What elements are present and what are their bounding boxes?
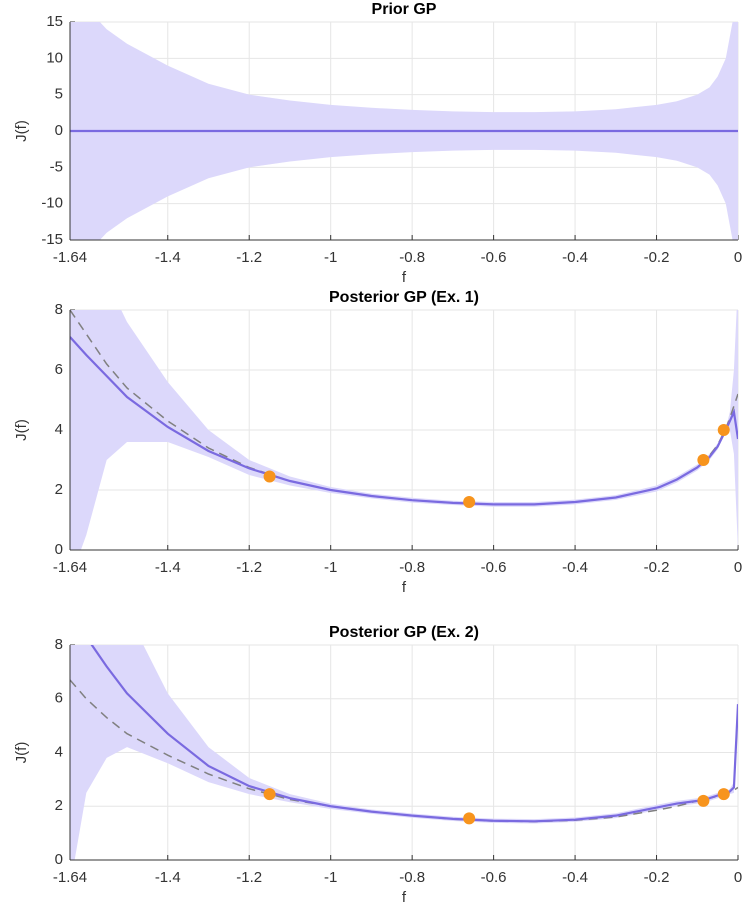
y-axis-label: J(f)	[13, 742, 30, 764]
x-tick-label: -0.2	[644, 249, 670, 266]
x-tick-label: -0.4	[562, 559, 588, 576]
observation-point	[463, 812, 476, 825]
mean-line	[90, 645, 738, 823]
x-tick-label: -1	[324, 869, 337, 886]
y-tick-label: 2	[55, 481, 63, 498]
plot-area	[70, 645, 738, 860]
x-tick-label: -1.2	[236, 559, 262, 576]
y-axis-label: J(f)	[13, 120, 30, 142]
true-function-line	[70, 679, 738, 823]
observation-point	[697, 794, 710, 807]
x-tick-label: -1.64	[53, 869, 87, 886]
x-tick-label: -0.6	[481, 869, 507, 886]
x-tick-label: -1.64	[53, 559, 87, 576]
y-tick-label: -5	[50, 158, 63, 175]
subplot: -1.64 -1.4 -1.2 -1 -0.8 -0.6 -0.4 -0.2 0 0 2 4 6 8 Pos…	[13, 624, 742, 906]
x-axis-label: f	[402, 269, 407, 286]
observation-point	[717, 424, 730, 436]
y-tick-label: 8	[55, 636, 63, 653]
x-tick-label: -0.2	[644, 869, 670, 886]
plot-area	[70, 310, 738, 550]
x-tick-label: -1.64	[53, 249, 87, 266]
x-tick-label: -1.2	[236, 869, 262, 886]
y-tick-label: 6	[55, 361, 63, 378]
y-tick-label: 8	[55, 301, 63, 318]
x-tick-label: -1.2	[236, 249, 262, 266]
y-tick-label: 15	[46, 13, 63, 30]
x-tick-label: -0.4	[562, 869, 588, 886]
x-axis-label: f	[402, 889, 407, 906]
y-tick-label: 6	[55, 690, 63, 707]
subplot: -1.64 -1.4 -1.2 -1 -0.8 -0.6 -0.4 -0.2 0 -15 -10 -5…	[13, 1, 742, 286]
x-tick-label: 0	[734, 869, 742, 886]
y-tick-label: 0	[55, 541, 63, 558]
subplot: -1.64 -1.4 -1.2 -1 -0.8 -0.6 -0.4 -0.2 0 0 2 4 6 8 Pos…	[13, 289, 742, 596]
x-tick-label: -1.4	[155, 559, 181, 576]
plot-area	[70, 22, 738, 240]
x-tick-label: -1	[324, 249, 337, 266]
x-tick-label: -0.6	[481, 559, 507, 576]
y-axis-label: J(f)	[13, 419, 30, 441]
observation-point	[697, 454, 710, 466]
y-tick-label: -10	[41, 195, 63, 212]
y-tick-label: -15	[41, 231, 63, 248]
x-tick-label: -1.4	[155, 249, 181, 266]
confidence-band	[70, 310, 738, 550]
confidence-band	[70, 22, 738, 240]
chart-title: Posterior GP (Ex. 2)	[329, 624, 479, 641]
y-tick-label: 4	[55, 743, 63, 760]
x-tick-label: -1	[324, 559, 337, 576]
observation-point	[463, 496, 476, 508]
x-tick-label: -0.2	[644, 559, 670, 576]
x-tick-label: 0	[734, 559, 742, 576]
mean-line	[70, 336, 738, 506]
x-tick-label: -0.4	[562, 249, 588, 266]
confidence-band	[70, 645, 738, 860]
chart-title: Posterior GP (Ex. 1)	[329, 289, 479, 306]
observation-point	[717, 788, 730, 801]
y-tick-label: 5	[55, 86, 63, 103]
x-tick-label: -0.6	[481, 249, 507, 266]
x-tick-label: 0	[734, 249, 742, 266]
y-tick-label: 4	[55, 421, 63, 438]
observation-point	[263, 788, 276, 801]
y-tick-label: 10	[46, 49, 63, 66]
x-tick-label: -0.8	[399, 869, 425, 886]
observation-point	[263, 470, 276, 483]
y-tick-label: 0	[55, 122, 63, 139]
y-tick-label: 2	[55, 797, 63, 814]
x-tick-label: -0.8	[399, 249, 425, 266]
x-axis-label: f	[402, 579, 407, 596]
x-tick-label: -0.8	[399, 559, 425, 576]
y-tick-label: 0	[55, 851, 63, 868]
x-tick-label: -1.4	[155, 869, 181, 886]
chart-title: Prior GP	[372, 1, 437, 18]
